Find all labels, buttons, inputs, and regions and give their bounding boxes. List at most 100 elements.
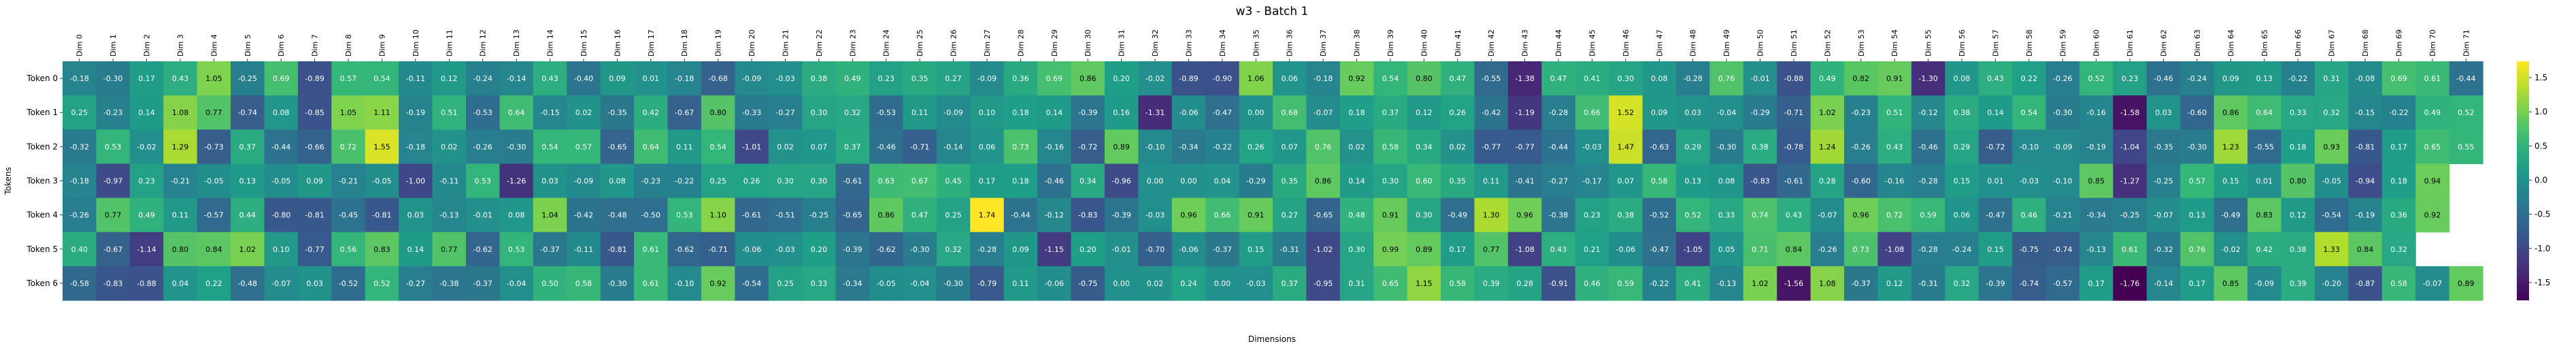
cell-value-label: 0.46 — [1584, 279, 1601, 288]
heatmap-cell — [1810, 95, 1845, 130]
cell-value-label: 0.82 — [1853, 74, 1870, 83]
cell-value-label: 0.23 — [1584, 211, 1601, 220]
heatmap-cell — [1507, 61, 1542, 96]
cell-value-label: 0.54 — [373, 74, 390, 83]
colorbar-tick-label: 0.5 — [2535, 141, 2547, 151]
heatmap-cell — [1339, 163, 1374, 199]
cell-value-label: 1.05 — [340, 108, 357, 117]
heatmap-cell — [936, 61, 971, 96]
cell-value-label: 0.11 — [172, 211, 189, 220]
cell-value-label: 0.59 — [1618, 279, 1635, 288]
x-tick-label: Dim 43 — [1521, 29, 1530, 57]
x-tick-label: Dim 12 — [479, 29, 488, 57]
heatmap-cell — [365, 95, 399, 130]
heatmap-cell — [1609, 232, 1643, 267]
cell-value-label: 0.73 — [1012, 142, 1029, 151]
heatmap-cell — [1003, 95, 1038, 130]
cell-value-label: -0.10 — [2020, 142, 2039, 151]
x-tick-label: Dim 45 — [1588, 29, 1596, 57]
cell-value-label: -1.01 — [742, 142, 761, 151]
cell-value-label: -0.87 — [2356, 279, 2375, 288]
heatmap-cell — [2045, 232, 2080, 267]
x-tick-label: Dim 7 — [311, 34, 320, 57]
cell-value-label: -0.37 — [473, 279, 492, 288]
x-tick-label: Dim 46 — [1622, 29, 1630, 57]
cell-value-label: -0.88 — [1784, 74, 1803, 83]
cell-value-label: -0.61 — [843, 177, 862, 186]
cell-value-label: -0.55 — [1482, 74, 1501, 83]
heatmap-cell — [432, 163, 467, 199]
heatmap-cell — [1945, 266, 1979, 301]
cell-value-label: 0.32 — [945, 245, 962, 254]
heatmap-cell — [768, 61, 803, 96]
colorbar-tick-label: 0.0 — [2535, 176, 2547, 185]
cell-value-label: 0.20 — [1080, 245, 1097, 254]
heatmap-cell — [2415, 129, 2450, 165]
heatmap-cell — [399, 197, 433, 233]
cell-value-label: -1.30 — [1918, 74, 1937, 83]
heatmap-cell — [1541, 129, 1576, 165]
heatmap-cell — [2415, 95, 2450, 130]
heatmap-cell — [1474, 163, 1509, 199]
cell-value-label: -0.09 — [2255, 279, 2274, 288]
cell-value-label: -0.10 — [1145, 142, 1165, 151]
heatmap-cell — [1743, 61, 1777, 96]
cell-value-label: -1.15 — [1045, 245, 1064, 254]
cell-value-label: -0.74 — [2053, 245, 2072, 254]
y-tick-label: Token 4 — [26, 210, 58, 220]
heatmap-cell — [1339, 197, 1374, 233]
heatmap-cell — [1373, 61, 1408, 96]
cell-value-label: -0.54 — [742, 279, 761, 288]
x-tick-label: Dim 32 — [1151, 29, 1160, 57]
cell-value-label: 0.04 — [1214, 177, 1231, 186]
cell-value-label: 0.76 — [1718, 74, 1735, 83]
heatmap-cell — [2079, 95, 2114, 130]
heatmap-cell — [802, 232, 837, 267]
x-tick-label: Dim 37 — [1319, 29, 1328, 57]
cell-value-label: 0.58 — [2390, 279, 2407, 288]
cell-value-label: 0.12 — [1416, 108, 1433, 117]
cell-value-label: 1.15 — [1416, 279, 1433, 288]
cell-value-label: -0.60 — [1852, 177, 1871, 186]
heatmap-cell — [2314, 129, 2349, 165]
cell-value-label: -0.34 — [2086, 211, 2105, 220]
heatmap-cell — [1205, 129, 1240, 165]
heatmap-cell — [1474, 129, 1509, 165]
heatmap-cell — [533, 266, 567, 301]
cell-value-label: -0.44 — [1011, 211, 1030, 220]
chart-title: w3 - Batch 1 — [1236, 5, 1309, 18]
cell-value-label: -0.63 — [1650, 142, 1669, 151]
heatmap-cell — [1239, 232, 1273, 267]
heatmap-cell — [2012, 266, 2047, 301]
x-tick-label: Dim 40 — [1420, 29, 1428, 57]
cell-value-label: -0.85 — [305, 108, 324, 117]
heatmap-cell — [1541, 197, 1576, 233]
x-tick-label: Dim 25 — [916, 29, 924, 57]
heatmap-cell — [936, 232, 971, 267]
heatmap-cell — [567, 197, 601, 233]
heatmap-cell — [2381, 266, 2416, 301]
heatmap-cell — [466, 129, 501, 165]
cell-value-label: -0.03 — [1145, 211, 1165, 220]
cell-value-label: 0.01 — [1987, 177, 2004, 186]
heatmap-cell — [331, 197, 366, 233]
cell-value-label: 0.34 — [1080, 177, 1097, 186]
heatmap-cell — [835, 163, 870, 199]
cell-value-label: -0.49 — [2221, 211, 2240, 220]
x-tick-label: Dim 51 — [1790, 29, 1799, 57]
cell-value-label: 0.86 — [877, 211, 894, 220]
cell-value-label: 0.26 — [743, 177, 760, 186]
cell-value-label: -1.76 — [2120, 279, 2139, 288]
cell-value-label: 0.93 — [2323, 142, 2340, 151]
cell-value-label: 0.77 — [105, 211, 122, 220]
heatmap-cell — [1945, 95, 1979, 130]
y-tick-label: Token 0 — [26, 74, 58, 83]
cell-value-label: 0.43 — [1886, 142, 1903, 151]
cell-value-label: 0.89 — [2458, 279, 2475, 288]
heatmap-cell — [1507, 129, 1542, 165]
heatmap-cell — [2348, 95, 2383, 130]
cell-value-label: -0.30 — [910, 245, 929, 254]
cell-value-label: 0.53 — [474, 177, 491, 186]
cell-value-label: 0.02 — [575, 108, 592, 117]
cell-value-label: -0.48 — [238, 279, 257, 288]
